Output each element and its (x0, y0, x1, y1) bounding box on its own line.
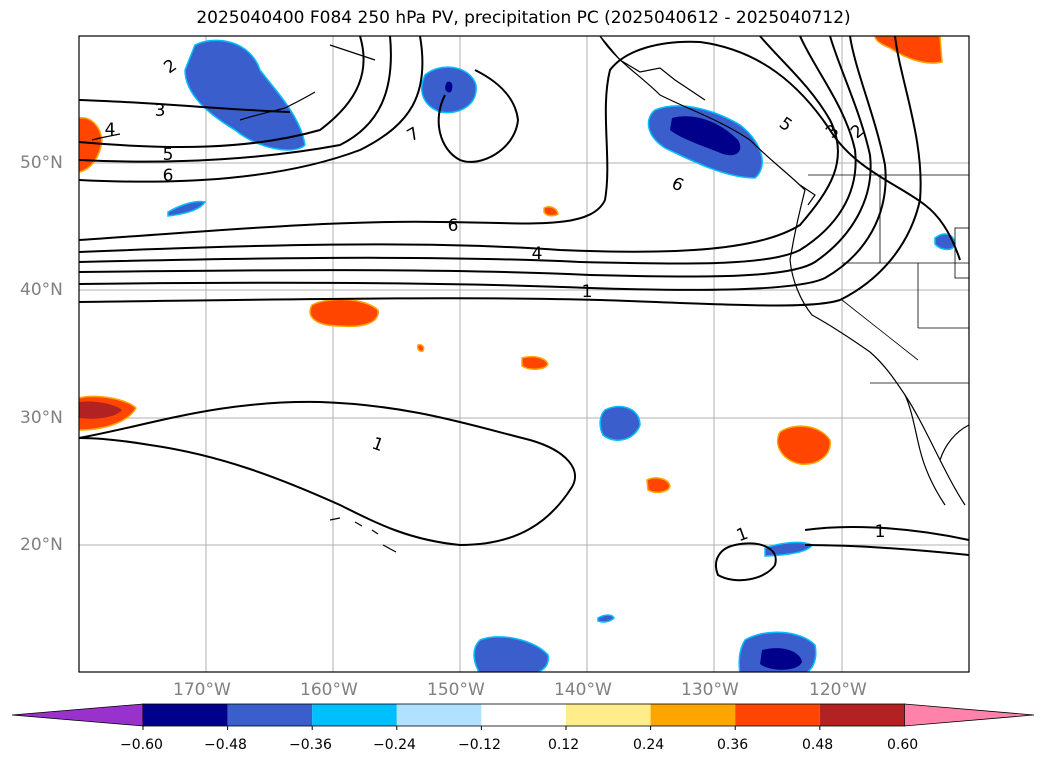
contour-label: 6 (448, 216, 459, 236)
lon-label: 150°W (427, 680, 485, 700)
precip-patch (79, 401, 122, 419)
precip-patch (521, 355, 549, 370)
lat-label: 20°N (20, 535, 63, 555)
colorbar-tick-label: 0.60 (887, 737, 919, 753)
precip-patch (473, 636, 549, 672)
colorbar-tick-label: −0.48 (204, 737, 247, 753)
map-title: 2025040400 F084 250 hPa PV, precipitatio… (196, 8, 851, 28)
colorbar-swatch (227, 704, 313, 726)
precip-patch (417, 344, 425, 352)
colorbar-swatch (143, 704, 228, 726)
colorbar-swatch (819, 704, 905, 726)
colorbar-swatch (481, 704, 566, 726)
precip-patch (599, 405, 641, 441)
precip-positive-patches (79, 36, 943, 494)
colorbar-tick-label: 0.48 (802, 737, 834, 753)
precip-patch (167, 200, 207, 217)
precip-negative-patches (167, 39, 956, 672)
map-background (79, 36, 969, 672)
colorbar-tick-label: −0.60 (120, 737, 163, 753)
contour-label: 4 (532, 244, 543, 264)
contour-label: 3 (155, 101, 166, 121)
colorbar-extend-max (904, 703, 1035, 727)
lon-label: 140°W (554, 680, 612, 700)
precip-patch (79, 117, 103, 173)
precip-patch (445, 81, 453, 93)
contour-label: 1 (582, 282, 593, 302)
colorbar-tick-label: −0.24 (373, 737, 416, 753)
precip-patch (184, 39, 306, 151)
colorbar-extend-min (11, 703, 144, 727)
colorbar-tick-label: 0.36 (717, 737, 749, 753)
contour-label: 5 (163, 145, 174, 165)
lat-label: 40°N (20, 280, 63, 300)
colorbar-swatch (566, 704, 651, 726)
political-borders (808, 174, 969, 384)
lon-label: 120°W (809, 680, 867, 700)
colorbar-swatch (650, 704, 736, 726)
colorbar-tick-label: −0.36 (289, 737, 332, 753)
colorbar-tick-label: −0.12 (458, 737, 501, 753)
contour-label: 6 (163, 166, 174, 186)
precip-patch (670, 116, 741, 156)
colorbar-tick-label: 0.24 (633, 737, 665, 753)
colorbar-swatch (312, 704, 397, 726)
lon-label: 130°W (681, 680, 739, 700)
pv-contours (79, 36, 969, 582)
colorbar-swatch (735, 704, 820, 726)
coastlines (91, 36, 969, 553)
lon-label: 170°W (173, 680, 231, 700)
lat-label: 30°N (20, 408, 63, 428)
precip-patch (646, 477, 671, 494)
precip-patch (776, 425, 831, 465)
lon-label: 160°W (300, 680, 358, 700)
lat-label: 50°N (20, 153, 63, 173)
precip-patch (309, 298, 379, 328)
precip-patch (543, 206, 559, 217)
precip-patch (760, 648, 802, 670)
colorbar (11, 703, 1035, 730)
precip-patch (874, 36, 943, 64)
colorbar-tick-label: 0.12 (548, 737, 580, 753)
map-frame (78, 35, 970, 673)
colorbar-swatch (396, 704, 482, 726)
contour-label: 4 (105, 120, 116, 140)
contour-label: 1 (875, 522, 886, 542)
precip-patch (597, 614, 615, 623)
